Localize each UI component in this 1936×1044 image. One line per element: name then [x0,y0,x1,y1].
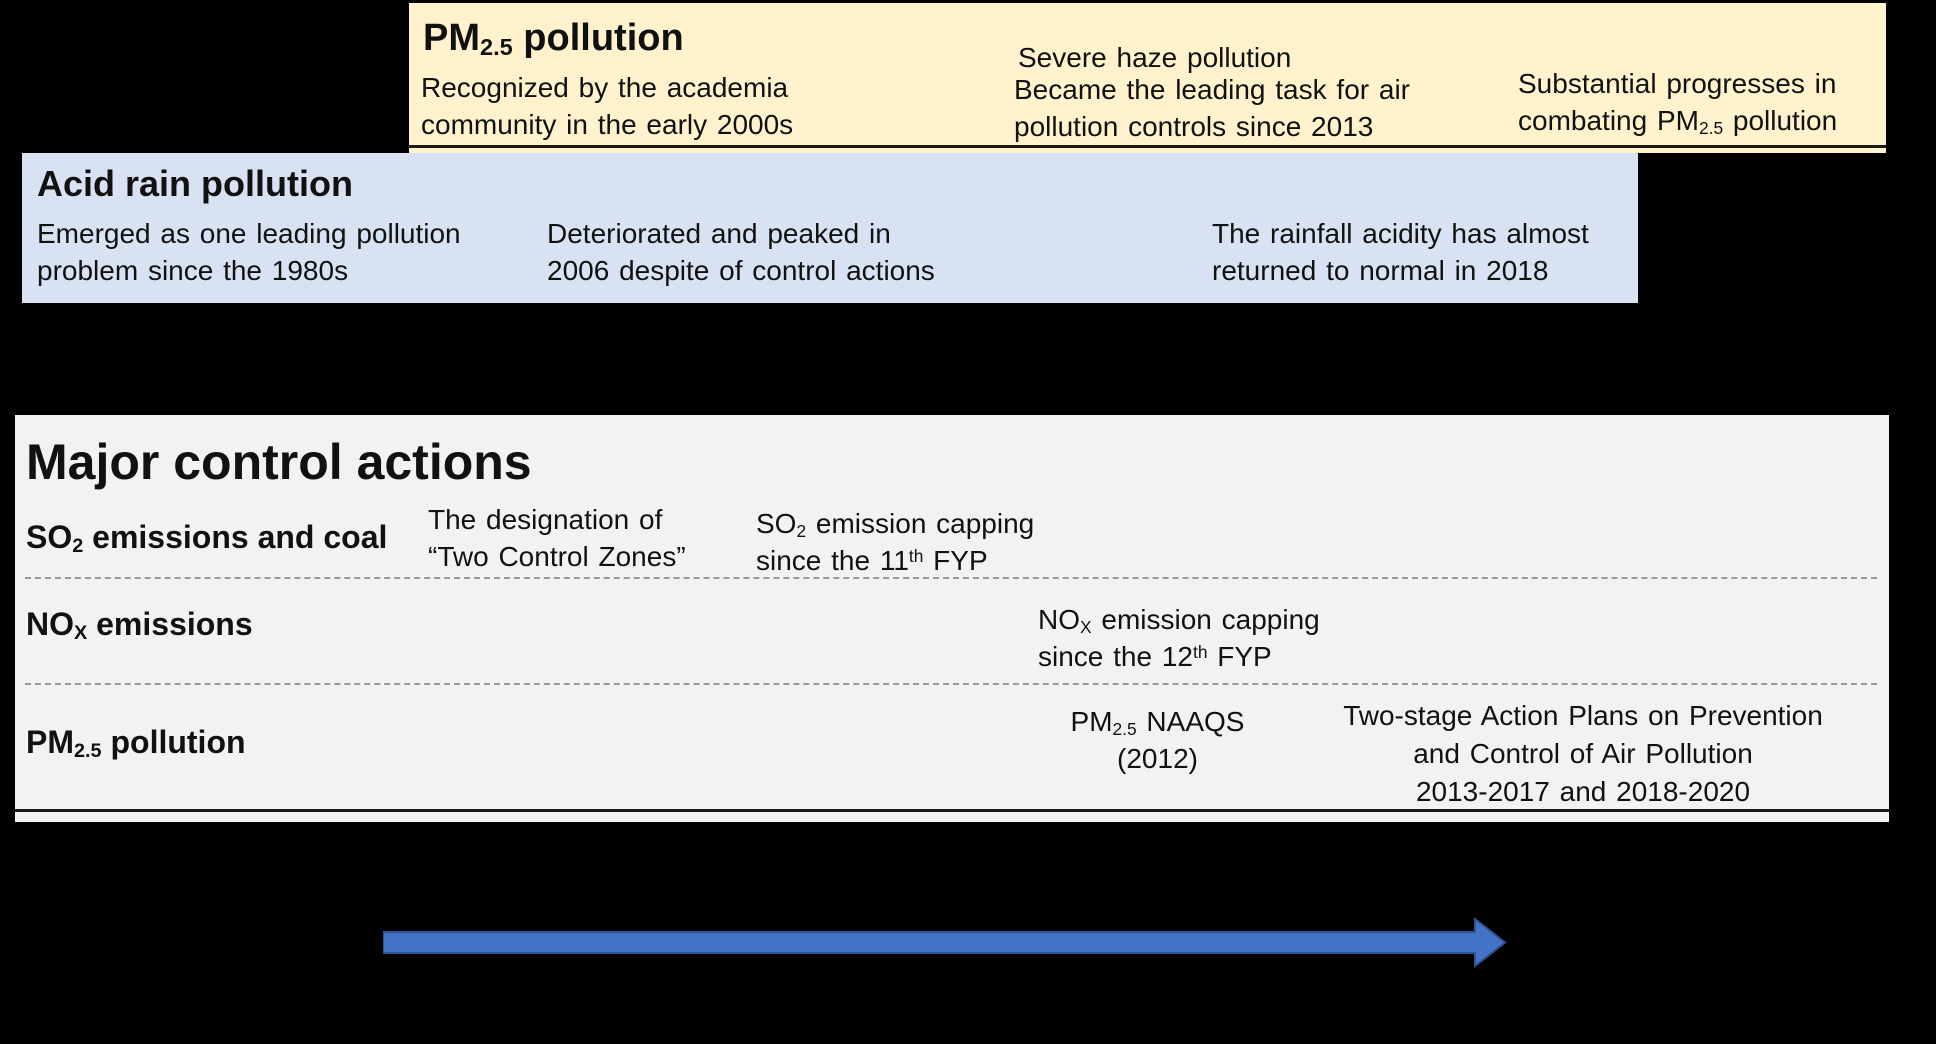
timeline-arrow [382,916,1508,969]
event-two-control-zones: The designation of “Two Control Zones” [428,504,686,572]
pm25-event-leading-task: Became the leading task for air pollutio… [1014,74,1410,142]
actions-panel-baseline [15,809,1889,812]
pm25-panel-baseline [409,145,1886,148]
row-so2-label: SO2 emissions and coal [26,519,388,558]
timeline-arrow-shape [382,916,1507,969]
pm25-event-severe-haze: Severe haze pollution [1018,42,1292,73]
event-pm25-naaqs: PM2.5 NAAQS (2012) [1070,706,1245,774]
pm25-event-progress: Substantial progresses in combating PM2.… [1518,68,1838,138]
pm25-pollution-panel: PM2.5 pollution Recognized by the academ… [409,3,1886,153]
acid-event-normal: The rainfall acidity has almost returned… [1212,218,1589,286]
timeline-arrow-svg [382,916,1507,969]
acid-event-emerged: Emerged as one leading pollution problem… [37,218,461,286]
row-divider-1 [25,577,1877,579]
pm25-event-recognized: Recognized by the academia community in … [421,72,794,140]
control-actions-title: Major control actions [26,434,532,490]
event-so2-capping: SO2 emission capping since the 11th FYP [756,508,1035,576]
pm25-panel-title: PM2.5 pollution [423,17,684,61]
control-actions-panel: Major control actions SO2 emissions and … [15,415,1889,822]
acid-rain-panel-title: Acid rain pollution [37,163,353,204]
acid-rain-panel: Acid rain pollution Emerged as one leadi… [22,153,1638,303]
event-action-plans: Two-stage Action Plans on Prevention and… [1343,700,1823,807]
event-nox-capping: NOX emission capping since the 12th FYP [1038,604,1320,672]
row-pm25-label: PM2.5 pollution [26,724,246,763]
row-divider-2 [25,683,1877,685]
row-nox-label: NOX emissions [26,606,253,645]
acid-event-peaked: Deteriorated and peaked in 2006 despite … [547,218,935,286]
